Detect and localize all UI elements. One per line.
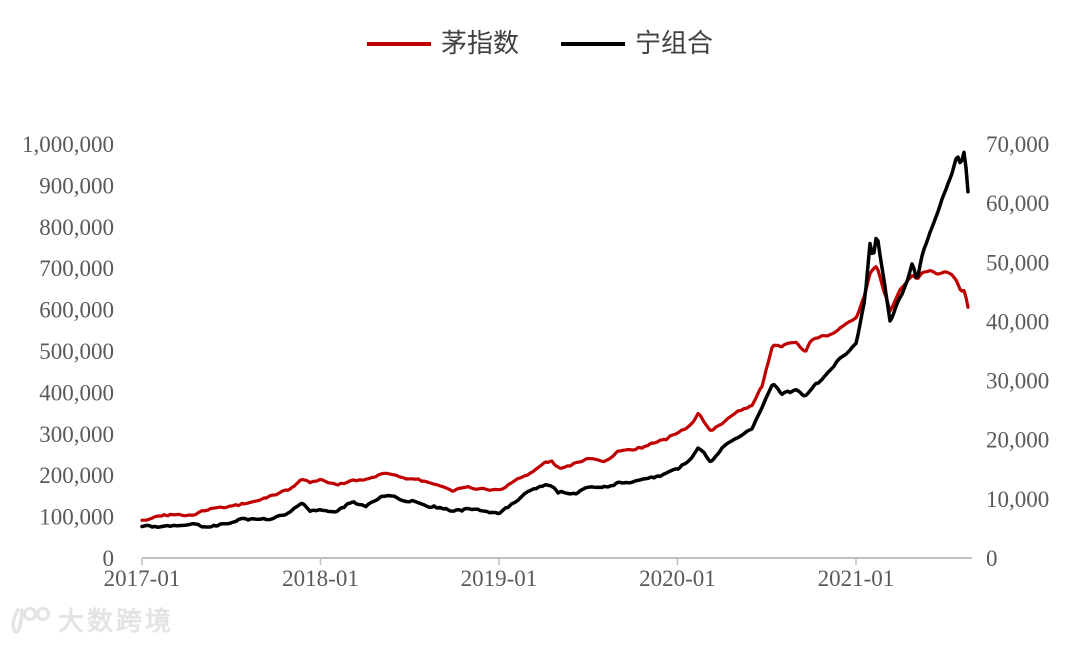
y-axis-right-tick-label: 50,000 [986, 250, 1049, 275]
y-axis-left-tick-label: 100,000 [39, 505, 114, 530]
series-line-ning [140, 150, 970, 530]
x-axis-tick-label: 2018-01 [282, 566, 359, 591]
y-axis-right-tick-label: 40,000 [986, 309, 1049, 334]
y-axis-right-tick-label: 70,000 [986, 132, 1049, 157]
y-axis-left-tick-label: 0 [103, 546, 115, 571]
legend: 茅指数 宁组合 [0, 28, 1080, 60]
x-axis-tick-label: 2021-01 [818, 566, 895, 591]
x-axis-tick-label: 2020-01 [639, 566, 716, 591]
legend-item-ning: 宁组合 [561, 31, 713, 57]
y-axis-left-tick-label: 200,000 [39, 463, 114, 488]
y-axis-right-tick-label: 30,000 [986, 369, 1049, 394]
watermark-100-logo-icon [11, 606, 51, 634]
x-axis-tick-label: 2019-01 [461, 566, 538, 591]
legend-item-mao: 茅指数 [366, 29, 519, 58]
y-axis-right-tick-label: 20,000 [986, 428, 1049, 453]
y-axis-left-tick-label: 700,000 [39, 256, 114, 281]
y-axis-left-tick-label: 500,000 [39, 339, 114, 364]
ning-legend-label: 宁组合 [635, 29, 714, 58]
ning-line-swatch [561, 42, 625, 46]
y-axis-right-tick-label: 60,000 [986, 191, 1049, 216]
x-axis-tick-label: 2017-01 [104, 566, 181, 591]
watermark: 大数跨境 [8, 601, 174, 638]
mao-legend-label: 茅指数 [440, 29, 519, 58]
y-axis-right-tick-label: 10,000 [986, 487, 1049, 512]
y-axis-left-tick-label: 600,000 [39, 298, 114, 323]
y-axis-left-tick-label: 900,000 [39, 173, 114, 198]
y-axis-left-tick-label: 1,000,000 [22, 132, 114, 157]
series-line-mao [140, 265, 970, 522]
y-axis-right-tick-label: 0 [986, 546, 998, 571]
watermark-text: 大数跨境 [58, 606, 175, 636]
y-axis-left-tick-label: 400,000 [39, 380, 114, 405]
mao-line-swatch [366, 42, 431, 46]
y-axis-left-tick-label: 300,000 [39, 422, 114, 447]
y-axis-left-tick-label: 800,000 [39, 215, 114, 240]
